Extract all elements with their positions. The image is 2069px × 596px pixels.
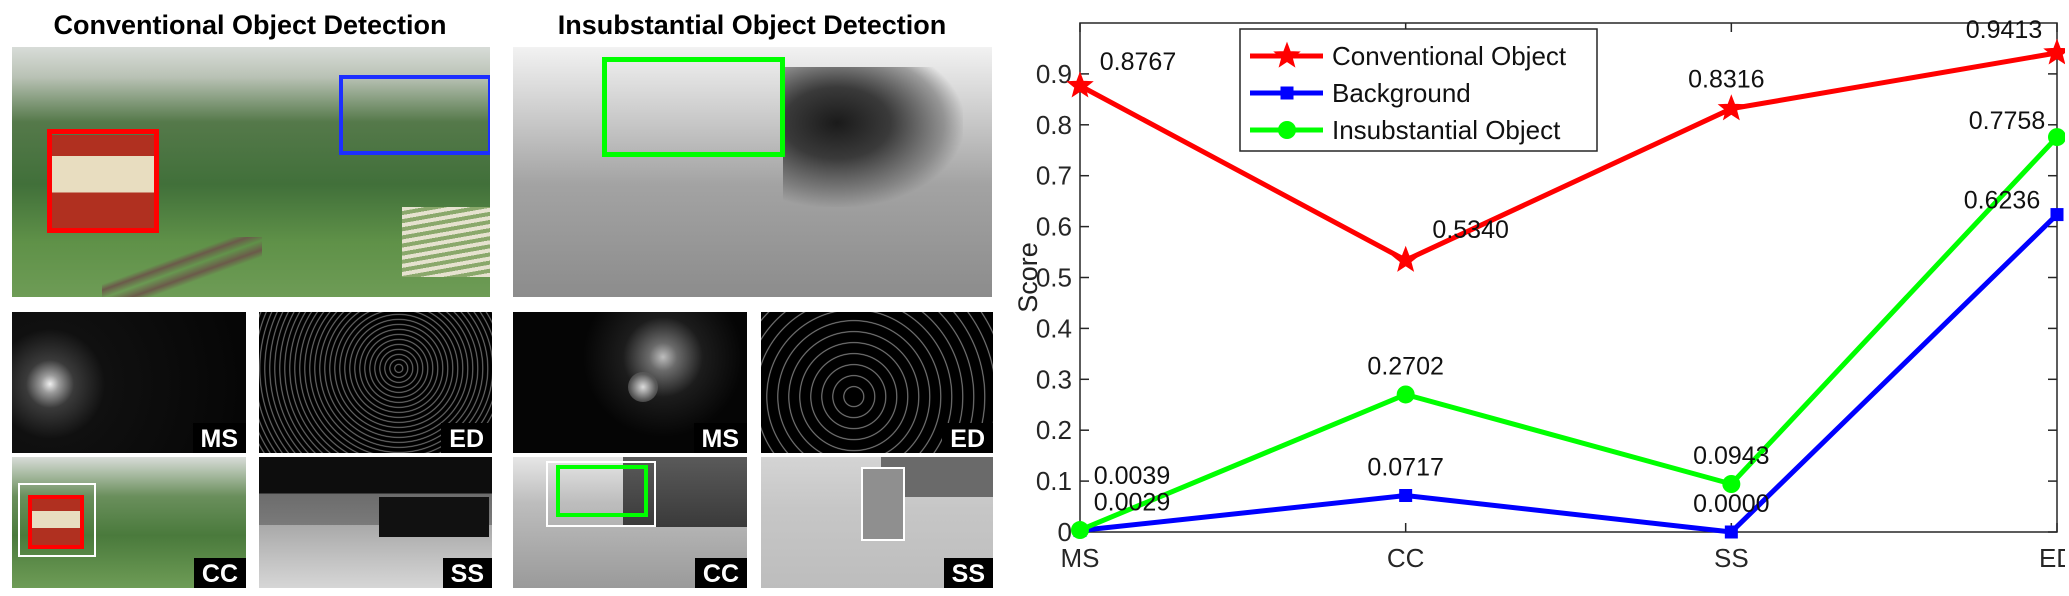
chart-series [1066, 38, 2065, 540]
data-label-background: 0.6236 [1964, 187, 2040, 215]
ss-smoke-region [861, 467, 905, 541]
insubstantial-scene-image [513, 47, 992, 297]
data-label-background: 0.0000 [1693, 490, 1769, 518]
insubstantial-ed-map: ED [761, 312, 993, 453]
rails-graphic [102, 237, 262, 297]
tag-ms: MS [192, 423, 246, 453]
series-point-insubstantial-object [1071, 521, 1089, 540]
smoke-shape [783, 67, 963, 207]
insubstantial-ms-map: MS [513, 312, 747, 453]
field-graphic [402, 207, 490, 277]
series-point-conventional-object [1717, 94, 1746, 121]
y-tick-label: 0 [1058, 517, 1072, 547]
legend-marker-insubstantial-object [1278, 121, 1296, 139]
series-line-background [1079, 212, 2059, 535]
chart-legend: Conventional Object Background Insubstanti… [1239, 28, 1598, 152]
cc-box-green [556, 465, 648, 517]
y-tick-label: 0.7 [1036, 161, 1072, 191]
x-tick-label: MS [1061, 543, 1100, 573]
y-tick-label: 0.6 [1036, 212, 1072, 242]
y-tick-label: 0.2 [1036, 415, 1072, 445]
x-tick-label: SS [1714, 543, 1749, 573]
series-point-insubstantial-object [1396, 385, 1415, 404]
data-label-conventional-object: 0.8316 [1688, 66, 1764, 94]
x-tick-label: ED [2039, 543, 2065, 573]
data-label-insubstantial-object: 0.2702 [1367, 352, 1443, 380]
conventional-ms-map: MS [12, 312, 246, 453]
chart-axes: 0 0.1 0.2 0.3 0.4 0.5 0.6 0.7 0.8 0.9 MS CC SS ED [1036, 22, 2065, 573]
tag-ss-2: SS [943, 558, 993, 588]
conventional-ss-map: SS [259, 457, 492, 588]
x-tick-label: CC [1387, 543, 1425, 573]
series-point-insubstantial-object [2048, 128, 2065, 147]
tag-cc: CC [193, 558, 246, 588]
series-point-conventional-object [1066, 71, 1094, 98]
ms-blob [628, 372, 658, 402]
legend-label-background: Background [1332, 78, 1471, 108]
y-tick-label: 0.3 [1036, 364, 1072, 394]
series-line-insubstantial-object [1079, 135, 2059, 533]
series-point-conventional-object [1391, 245, 1420, 272]
conventional-cc-map: CC [12, 457, 246, 588]
y-tick-label: 0.9 [1036, 59, 1072, 89]
legend-label-insubstantial-object: Insubstantial Object [1332, 115, 1561, 145]
object-box-red [47, 129, 159, 233]
cc-box-red [28, 495, 84, 549]
data-label-conventional-object: 0.9413 [1966, 16, 2042, 44]
tag-ms-2: MS [693, 423, 747, 453]
tag-ss: SS [442, 558, 492, 588]
cc-train-graphic [30, 499, 82, 547]
data-label-insubstantial-object: 0.7758 [1969, 107, 2045, 135]
series-point-background [1399, 489, 1413, 503]
data-label-conventional-object: 0.8767 [1100, 48, 1176, 76]
data-label-conventional-object: 0.5340 [1432, 216, 1508, 244]
conventional-title: Conventional Object Detection [53, 10, 447, 40]
y-axis-label: Score [1015, 242, 1043, 313]
tag-ed-2: ED [942, 423, 993, 453]
legend-label-conventional-object: Conventional Object [1332, 41, 1567, 71]
data-label-background: 0.0717 [1367, 454, 1443, 482]
tag-cc-2: CC [694, 558, 747, 588]
data-label-insubstantial-object: 0.0039 [1094, 462, 1170, 490]
insubstantial-title: Insubstantial Object Detection [557, 10, 947, 40]
score-line-chart: 0 0.1 0.2 0.3 0.4 0.5 0.6 0.7 0.8 0.9 MS CC SS ED 0.8… [1015, 16, 2065, 573]
chart-data-labels: 0.8767 0.5340 0.8316 0.9413 0.0029 0.0717 0.00… [1094, 16, 2045, 518]
data-label-background: 0.0029 [1094, 489, 1170, 517]
train-graphic [52, 135, 156, 231]
cc-box-white-2 [546, 461, 656, 527]
series-point-background [2050, 208, 2064, 222]
insubstantial-cc-map: CC [513, 457, 747, 588]
legend-marker-conventional-object [1273, 41, 1301, 68]
y-tick-label: 0.5 [1036, 263, 1072, 293]
legend-marker-background [1280, 86, 1294, 100]
tag-ed: ED [441, 423, 492, 453]
cc-box-white [18, 483, 96, 557]
y-tick-label: 0.4 [1036, 313, 1072, 343]
series-point-conventional-object [2043, 38, 2065, 65]
y-tick-label: 0.8 [1036, 110, 1072, 140]
series-point-insubstantial-object [1722, 475, 1741, 494]
series-point-background [1724, 525, 1738, 539]
insubstantial-box-green [602, 57, 785, 157]
y-tick-label: 0.1 [1036, 466, 1072, 496]
conventional-ed-map: ED [259, 312, 492, 453]
data-label-insubstantial-object: 0.0943 [1693, 442, 1769, 470]
conventional-scene-image [12, 47, 490, 297]
series-line-conventional-object [1078, 50, 2058, 263]
insubstantial-ss-map: SS [761, 457, 993, 588]
background-box-blue [339, 75, 490, 155]
ss-region-1 [379, 497, 489, 537]
